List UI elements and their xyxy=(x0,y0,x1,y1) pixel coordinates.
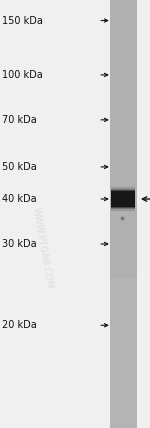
Text: 70 kDa: 70 kDa xyxy=(2,115,36,125)
Text: 50 kDa: 50 kDa xyxy=(2,162,36,172)
Text: 40 kDa: 40 kDa xyxy=(2,194,36,204)
Text: 20 kDa: 20 kDa xyxy=(2,320,36,330)
Bar xyxy=(110,278,136,428)
Bar xyxy=(111,187,135,211)
Text: WWW.PTGAB.COM: WWW.PTGAB.COM xyxy=(30,207,54,290)
Text: 150 kDa: 150 kDa xyxy=(2,15,42,26)
Bar xyxy=(110,0,136,428)
Text: 100 kDa: 100 kDa xyxy=(2,70,42,80)
Text: 30 kDa: 30 kDa xyxy=(2,239,36,249)
Bar xyxy=(111,189,135,209)
Bar xyxy=(111,190,135,208)
Bar xyxy=(111,191,135,207)
